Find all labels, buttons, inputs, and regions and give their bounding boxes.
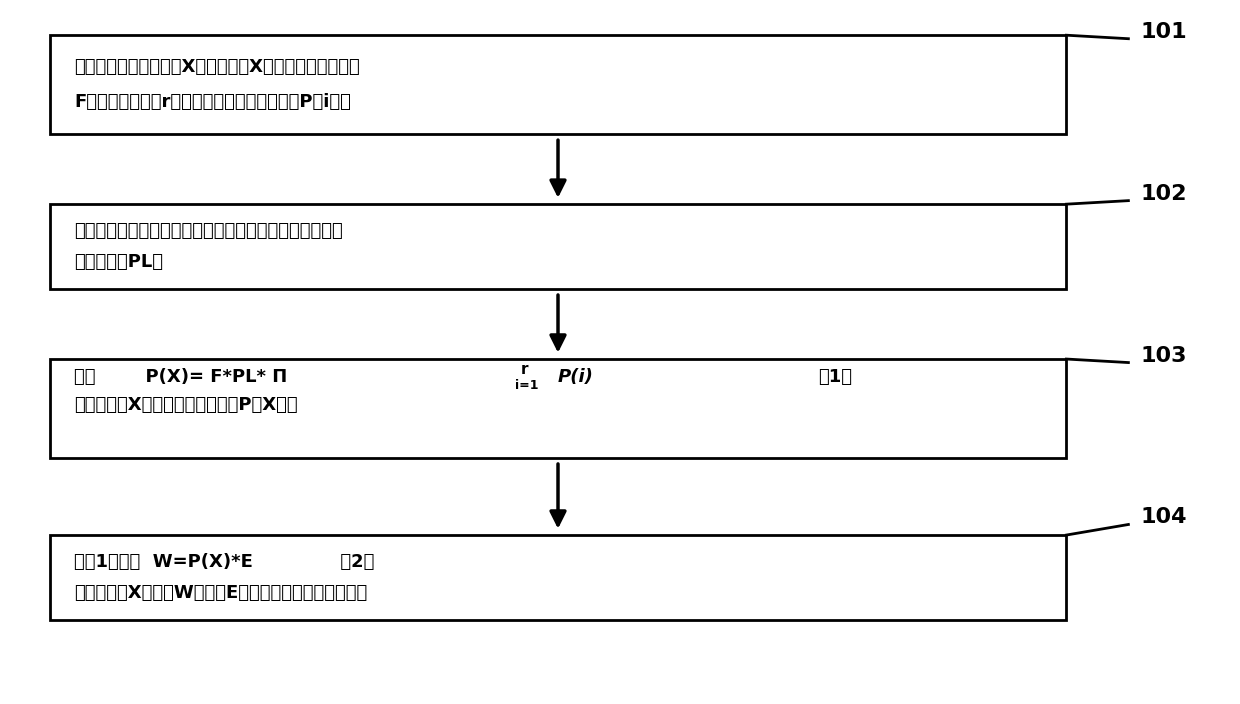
Text: i=1: i=1 <box>515 379 538 391</box>
Text: 利用        P(X)= F*PL* Π: 利用 P(X)= F*PL* Π <box>74 367 288 386</box>
Text: 得到此缺陷X导致后果故障的概率P（X）；: 得到此缺陷X导致后果故障的概率P（X）； <box>74 396 298 414</box>
FancyBboxPatch shape <box>50 204 1066 289</box>
FancyBboxPatch shape <box>50 359 1066 458</box>
Text: 将（1）代入  W=P(X)*E              （2）: 将（1）代入 W=P(X)*E （2） <box>74 553 374 571</box>
Text: 103: 103 <box>1141 346 1188 365</box>
Text: （1）: （1） <box>818 367 852 386</box>
Text: 101: 101 <box>1141 22 1188 42</box>
Text: 通过对故障逻辑的识别，利用实际使用软件的结构得到逻: 通过对故障逻辑的识别，利用实际使用软件的结构得到逻 <box>74 222 343 240</box>
Text: 根据使用系统分析缺陷X，得到缺陷X所在功能的使用频率: 根据使用系统分析缺陷X，得到缺陷X所在功能的使用频率 <box>74 58 360 76</box>
Text: 102: 102 <box>1141 184 1188 203</box>
Text: 104: 104 <box>1141 508 1188 527</box>
Text: 辑分支概率PL；: 辑分支概率PL； <box>74 253 164 271</box>
FancyBboxPatch shape <box>50 535 1066 620</box>
Text: 得到此缺陷X的价值W；其中E表示缺陷导致的严重程度。: 得到此缺陷X的价值W；其中E表示缺陷导致的严重程度。 <box>74 584 367 602</box>
Text: P(i): P(i) <box>558 367 594 386</box>
FancyBboxPatch shape <box>50 35 1066 134</box>
Text: r: r <box>521 362 528 377</box>
Text: F和冗余功能个数r以及每个冗余功能的失效率P（i）；: F和冗余功能个数r以及每个冗余功能的失效率P（i）； <box>74 93 351 111</box>
